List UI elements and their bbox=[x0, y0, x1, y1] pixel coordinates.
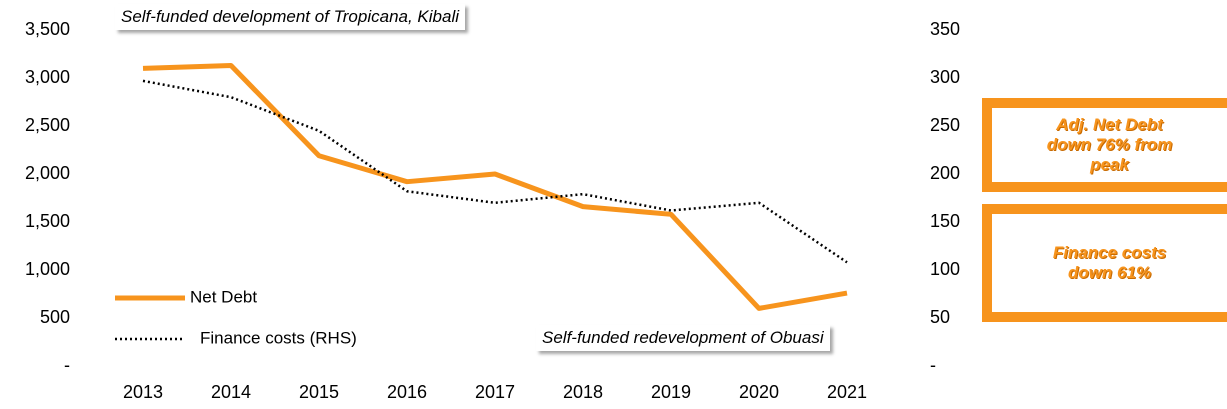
x-tick-label: 2017 bbox=[475, 382, 515, 402]
annotation: Self-funded development of Tropicana, Ki… bbox=[115, 4, 465, 30]
legend-label: Net Debt bbox=[190, 287, 257, 306]
y2-tick-label: 300 bbox=[930, 67, 960, 87]
series-line bbox=[142, 63, 848, 311]
legend-label: Finance costs (RHS) bbox=[200, 328, 357, 347]
y2-tick-label: 350 bbox=[930, 19, 960, 39]
y2-tick-label: - bbox=[930, 355, 936, 375]
y-tick-label: 3,000 bbox=[25, 67, 70, 87]
x-tick-label: 2016 bbox=[387, 382, 427, 402]
x-tick-label: 2019 bbox=[651, 382, 691, 402]
y-tick-label: 2,500 bbox=[25, 115, 70, 135]
x-tick-label: 2014 bbox=[211, 382, 251, 402]
annotation: Self-funded redevelopment of Obuasi bbox=[536, 325, 830, 351]
y-tick-label: 2,000 bbox=[25, 163, 70, 183]
callout: Finance costs down 61% bbox=[982, 204, 1227, 322]
x-tick-label: 2015 bbox=[299, 382, 339, 402]
callout: Adj. Net Debt down 76% from peak bbox=[982, 98, 1227, 192]
x-tick-label: 2021 bbox=[827, 382, 867, 402]
y2-tick-label: 150 bbox=[930, 211, 960, 231]
y-tick-label: 1,500 bbox=[25, 211, 70, 231]
series-line bbox=[142, 79, 848, 264]
y-tick-label: 3,500 bbox=[25, 19, 70, 39]
y2-tick-label: 100 bbox=[930, 259, 960, 279]
x-tick-label: 2020 bbox=[739, 382, 779, 402]
y2-tick-label: 250 bbox=[930, 115, 960, 135]
y2-tick-label: 200 bbox=[930, 163, 960, 183]
y-tick-label: 1,000 bbox=[25, 259, 70, 279]
x-tick-label: 2013 bbox=[123, 382, 163, 402]
y-tick-label: - bbox=[64, 355, 70, 375]
y2-tick-label: 50 bbox=[930, 307, 950, 327]
x-tick-label: 2018 bbox=[563, 382, 603, 402]
y-tick-label: 500 bbox=[40, 307, 70, 327]
